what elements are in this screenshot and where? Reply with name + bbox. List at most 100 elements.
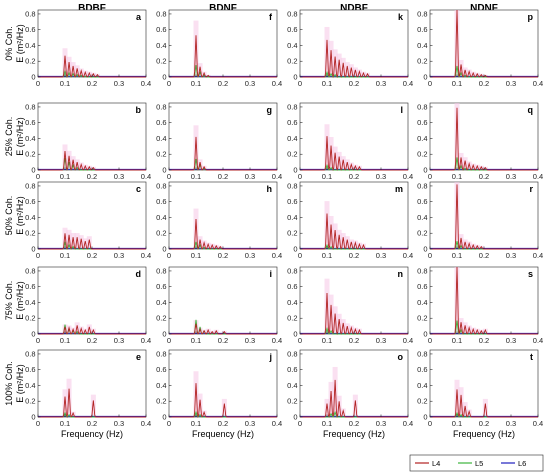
band-mark [454, 379, 460, 417]
band-mark [66, 56, 72, 77]
y-tick-label: 0.4 [156, 298, 166, 307]
band-mark [482, 398, 488, 417]
x-tick-label: 0.3 [114, 251, 124, 260]
x-tick-label: 0 [298, 79, 302, 88]
band-mark [62, 144, 68, 170]
y-tick-label: 0.4 [156, 381, 166, 390]
y-tick-label: 0.6 [156, 25, 166, 34]
band-mark [356, 242, 362, 249]
band-mark [462, 67, 468, 77]
x-tick-label: 0.3 [376, 79, 386, 88]
band-mark [193, 320, 199, 334]
band-mark [332, 146, 338, 170]
panel-letter: a [136, 12, 142, 22]
band-mark [474, 72, 480, 77]
x-tick-label: 0.1 [191, 336, 201, 345]
x-tick-label: 0.2 [349, 251, 359, 260]
band-mark [474, 328, 480, 334]
band-mark [78, 235, 84, 249]
band-mark [454, 267, 460, 334]
legend-box [409, 454, 544, 472]
y-tick-label: 0.2 [25, 57, 35, 66]
x-tick-label: 0.1 [60, 251, 70, 260]
y-tick-label: 0.4 [287, 41, 297, 50]
y-tick-label: 0 [162, 330, 166, 339]
x-tick-label: 0 [167, 251, 171, 260]
x-tick-label: 0.4 [403, 79, 413, 88]
x-tick-label: 0 [298, 336, 302, 345]
x-tick-label: 0.2 [349, 336, 359, 345]
y-tick-label: 0.6 [156, 197, 166, 206]
x-tick-label: 0.3 [506, 336, 516, 345]
band-mark [340, 319, 346, 334]
y-tick-label: 0.4 [25, 41, 35, 50]
y-tick-label: 0.6 [287, 25, 297, 34]
band-mark [70, 62, 76, 77]
y-tick-label: 0.6 [25, 282, 35, 291]
panel-letter: c [136, 184, 141, 194]
band-mark [466, 69, 472, 77]
band-mark [201, 329, 207, 334]
x-tick-label: 0.3 [506, 251, 516, 260]
band-mark [70, 411, 76, 417]
axes-box [429, 102, 539, 171]
x-tick-label: 0 [428, 251, 432, 260]
axes-box [37, 181, 147, 250]
band-mark [328, 294, 334, 334]
x-tick-label: 0 [36, 419, 40, 428]
row-label: 0% Coh. [4, 26, 14, 61]
panel-letter: o [398, 352, 404, 362]
legend-label-l4: L4 [432, 459, 440, 468]
panel-letter: p [528, 12, 534, 22]
band-mark [209, 243, 215, 249]
x-tick-label: 0.4 [403, 251, 413, 260]
panel-i: 0 0.2 0.4 0.6 0.8 0 0.1 0.2 0.3 0.4 i [156, 266, 282, 345]
band-mark [352, 394, 358, 417]
y-tick-label: 0.6 [417, 197, 427, 206]
panel-p: 0 0.2 0.4 0.6 0.8 0 0.1 0.2 0.3 0.4 p [417, 9, 543, 88]
x-tick-label: 0.4 [403, 172, 413, 181]
axes-box [429, 181, 539, 250]
band-mark [336, 313, 342, 334]
x-tick-label: 0.3 [506, 79, 516, 88]
x-tick-label: 0 [167, 79, 171, 88]
band-mark [82, 164, 88, 170]
y-tick-label: 0.4 [287, 381, 297, 390]
x-tick-label: 0 [36, 251, 40, 260]
x-tick-label: 0.1 [191, 251, 201, 260]
x-tick-label: 0.2 [349, 419, 359, 428]
y-tick-label: 0.2 [417, 397, 427, 406]
x-tick-label: 0.2 [87, 251, 97, 260]
band-mark [360, 71, 366, 77]
y-tick-label: 0.2 [156, 314, 166, 323]
column-header: BDBF [78, 3, 106, 14]
band-mark [365, 72, 370, 77]
panel-h: 0 0.2 0.4 0.6 0.8 0 0.1 0.2 0.3 0.4 h [156, 181, 282, 260]
band-mark [344, 323, 350, 334]
x-tick-label: 0.4 [141, 336, 151, 345]
band-mark [324, 124, 330, 170]
band-mark [213, 244, 219, 249]
band-mark [86, 165, 92, 170]
band-mark [462, 402, 468, 417]
x-tick-label: 0.2 [218, 419, 228, 428]
band-mark [78, 326, 84, 334]
band-mark [340, 408, 346, 417]
x-tick-label: 0.1 [60, 419, 70, 428]
panel-f: 0 0.2 0.4 0.6 0.8 0 0.1 0.2 0.3 0.4 f [156, 9, 282, 88]
x-tick-label: 0.1 [191, 172, 201, 181]
band-mark [458, 234, 464, 249]
y-tick-label: 0 [293, 413, 297, 422]
band-mark [336, 229, 342, 249]
panel-letter: j [268, 352, 272, 362]
band-mark [340, 233, 346, 249]
band-mark [454, 103, 460, 170]
axes-box [168, 266, 278, 335]
x-axis-label: Frequency (Hz) [61, 429, 123, 439]
y-tick-label: 0.6 [287, 118, 297, 127]
band-mark [478, 165, 484, 170]
x-axis-label: Frequency (Hz) [453, 429, 515, 439]
x-tick-label: 0.1 [322, 172, 332, 181]
band-mark [213, 329, 219, 334]
band-mark [458, 152, 464, 170]
